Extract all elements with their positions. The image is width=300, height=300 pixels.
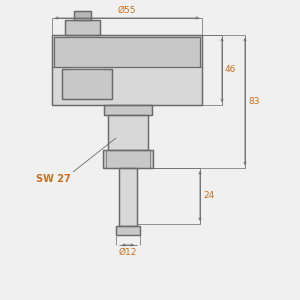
Bar — [54, 37, 200, 67]
Bar — [74, 11, 91, 20]
Bar — [74, 11, 91, 20]
Bar — [52, 35, 202, 105]
Bar — [104, 105, 152, 115]
Text: Ø55: Ø55 — [118, 6, 136, 15]
Bar — [62, 68, 112, 99]
Text: Ø12: Ø12 — [119, 248, 137, 257]
Bar — [108, 115, 148, 150]
Bar — [119, 168, 137, 226]
Bar — [116, 226, 140, 235]
Text: 46: 46 — [225, 65, 236, 74]
Bar — [104, 105, 152, 115]
Bar — [108, 115, 148, 150]
Bar — [65, 20, 100, 35]
Bar — [116, 226, 140, 235]
Text: SW 27: SW 27 — [36, 174, 71, 184]
Text: 83: 83 — [248, 97, 260, 106]
Bar — [119, 168, 137, 226]
Bar — [103, 150, 153, 168]
Bar — [52, 35, 202, 105]
Bar — [103, 150, 153, 168]
Text: 24: 24 — [203, 191, 214, 200]
Bar — [65, 20, 100, 35]
